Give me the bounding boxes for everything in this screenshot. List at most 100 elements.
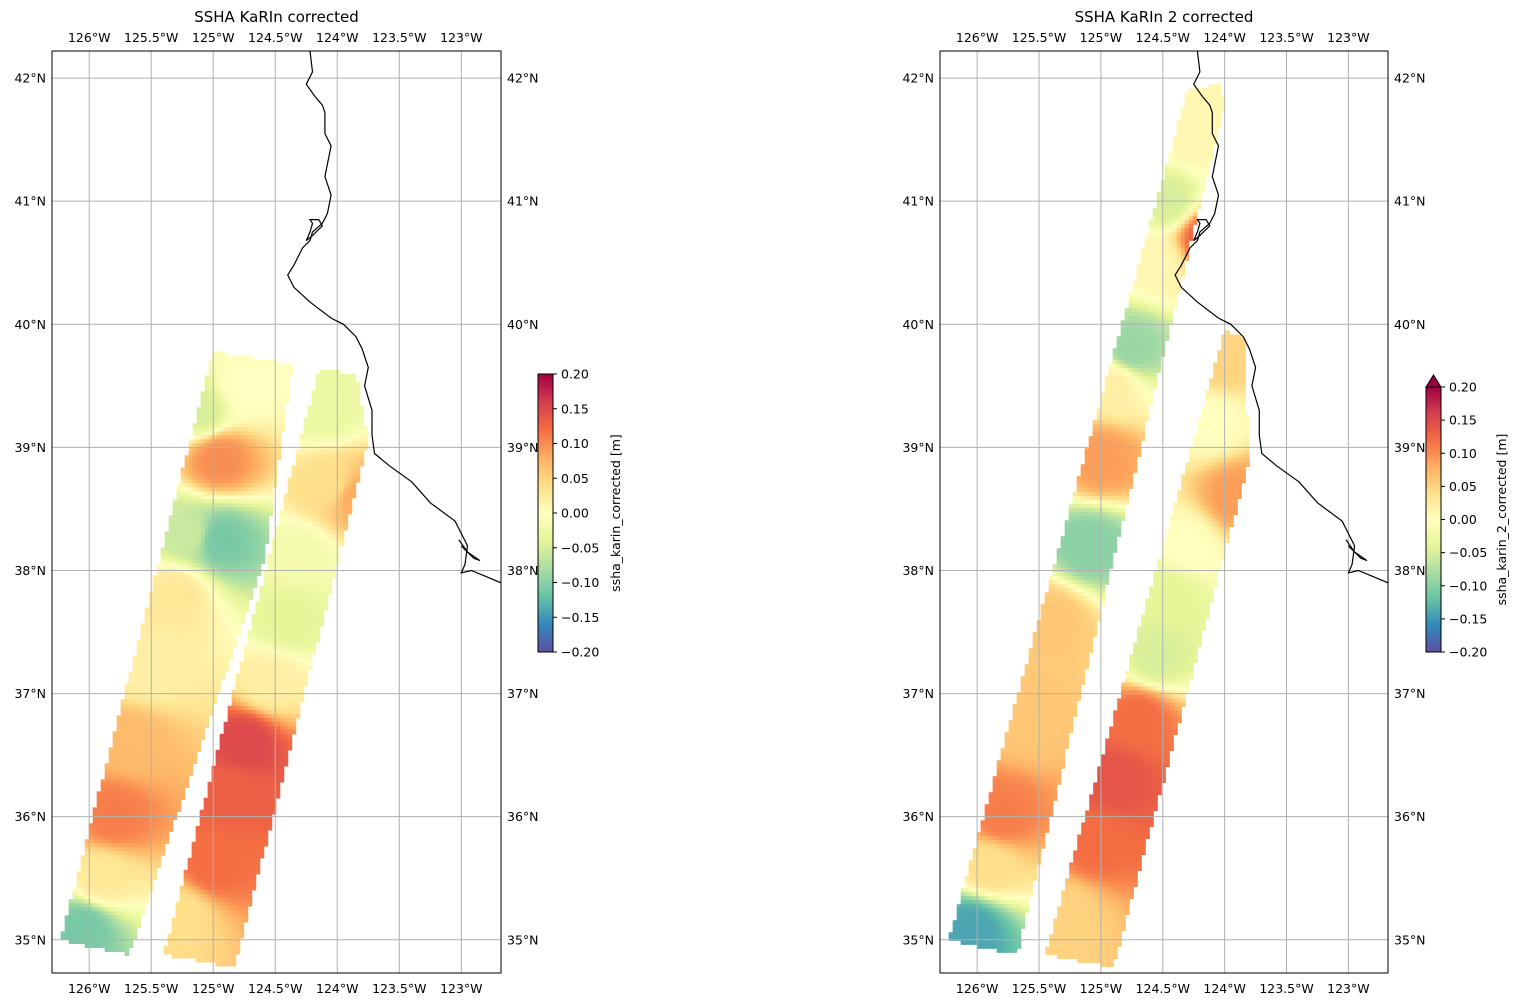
swath-cell	[339, 377, 345, 383]
swath-cell	[283, 525, 289, 531]
swath-cell	[327, 521, 333, 527]
swath-cell	[303, 457, 309, 463]
swath-cell	[140, 711, 146, 716]
swath-cell	[160, 815, 166, 820]
swath-cell	[279, 645, 285, 651]
swath-cell	[327, 465, 333, 471]
swath-cell	[184, 551, 190, 556]
swath-cell	[351, 425, 357, 431]
swath-cell	[284, 387, 290, 392]
swath-cell	[208, 555, 214, 560]
swath-cell	[244, 547, 250, 552]
swath-cell	[335, 373, 341, 379]
swath-cell	[108, 839, 114, 844]
swath-cell	[64, 919, 70, 924]
swath-cell	[251, 681, 257, 687]
swath-cell	[84, 843, 90, 848]
swath-cell	[216, 391, 222, 396]
swath-cell	[176, 535, 182, 540]
swath-cell	[335, 533, 341, 539]
swath-cell	[84, 879, 90, 884]
swath-cell	[200, 407, 206, 412]
swath-cell	[160, 595, 166, 600]
swath-cell	[140, 807, 146, 812]
swath-cell	[244, 563, 250, 568]
swath-cell	[112, 867, 118, 872]
swath-cell	[128, 903, 134, 908]
swath-cell	[252, 427, 258, 432]
swath-cell	[188, 763, 194, 768]
swath-cell	[116, 719, 122, 724]
swath-cell	[240, 527, 246, 532]
swath-cell	[136, 863, 142, 868]
swath-cell	[299, 677, 305, 683]
swath-cell	[128, 855, 134, 860]
swath-cell	[251, 653, 257, 659]
swath-cell	[104, 847, 110, 852]
swath-cell	[339, 445, 345, 451]
swath-cell	[311, 425, 317, 431]
swath-cell	[204, 703, 210, 708]
swath-cell	[236, 607, 242, 612]
swath-cell	[204, 395, 210, 400]
swath-cell	[315, 437, 321, 443]
swath-cell	[275, 537, 281, 543]
swath-cell	[231, 745, 237, 751]
swath-cell	[268, 447, 274, 452]
swath-cell	[280, 383, 286, 388]
swath-cell	[271, 717, 277, 723]
swath-cell	[132, 907, 138, 912]
swath-cell	[124, 951, 130, 956]
swath-cell	[152, 615, 158, 620]
swath-cell	[283, 605, 289, 611]
swath-cell	[323, 481, 329, 487]
swath-cell	[76, 911, 82, 916]
swath-cell	[295, 553, 301, 559]
swath-cell	[303, 577, 309, 583]
swath-cell	[124, 751, 130, 756]
swath-cell	[335, 389, 341, 395]
swath-cell	[268, 399, 274, 404]
swath-cell	[363, 429, 369, 435]
swath-cell	[268, 423, 274, 428]
swath-cell	[224, 559, 230, 564]
swath-cell	[247, 653, 253, 659]
swath-cell	[208, 403, 214, 408]
swath-cell	[232, 539, 238, 544]
swath-cell	[140, 755, 146, 760]
swath-cell	[224, 383, 230, 388]
swath-cell	[112, 843, 118, 848]
swath-cell	[156, 587, 162, 592]
swath-cell	[212, 631, 218, 636]
swath-cell	[244, 487, 250, 492]
swath-cell	[112, 839, 118, 844]
swath-cell	[136, 887, 142, 892]
swath-cell	[315, 525, 321, 531]
swath-cell	[303, 437, 309, 443]
swath-cell	[112, 939, 118, 944]
swath-cell	[172, 671, 178, 676]
swath-cell	[228, 355, 234, 360]
swath-cell	[295, 581, 301, 587]
swath-cell	[216, 615, 222, 620]
swath-cell	[240, 599, 246, 604]
swath-cell	[283, 569, 289, 575]
swath-cell	[247, 733, 253, 739]
swath-cell	[172, 583, 178, 588]
swath-cell	[363, 433, 369, 439]
swath-cell	[176, 603, 182, 608]
swath-cell	[232, 643, 238, 648]
swath-cell	[208, 419, 214, 424]
swath-cell	[164, 615, 170, 620]
swath-cell	[176, 759, 182, 764]
swath-cell	[196, 411, 202, 416]
swath-cell	[307, 497, 313, 503]
swath-cell	[267, 749, 273, 755]
swath-cell	[196, 615, 202, 620]
swath-cell	[235, 685, 241, 691]
swath-cell	[252, 515, 258, 520]
swath-cell	[287, 605, 293, 611]
swath-cell	[232, 355, 238, 360]
swath-cell	[180, 615, 186, 620]
swath-cell	[327, 549, 333, 555]
